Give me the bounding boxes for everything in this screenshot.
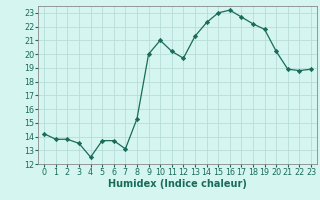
X-axis label: Humidex (Indice chaleur): Humidex (Indice chaleur) bbox=[108, 179, 247, 189]
